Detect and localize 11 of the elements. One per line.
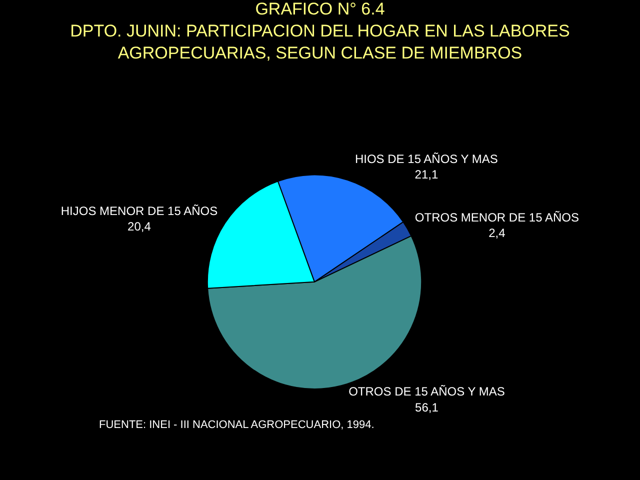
slice-label: OTROS MENOR DE 15 AÑOS	[414, 210, 579, 224]
chart-title: GRAFICO N° 6.4	[255, 0, 385, 18]
source-note: FUENTE: INEI - III NACIONAL AGROPECUARIO, 1994.	[99, 419, 374, 431]
data-label: 56,1	[415, 400, 439, 414]
data-label: 2,4	[488, 226, 506, 240]
slice-label: OTROS DE 15 AÑOS Y MAS	[348, 384, 505, 399]
slice-label: HIJOS MENOR DE 15 AÑOS	[60, 204, 218, 218]
chart-subtitle: DPTO. JUNIN: PARTICIPACION DEL HOGAR EN LAS LABORES AGROPECUARIAS, SEGUN CLASE DE MIEMBROS	[70, 22, 570, 63]
data-label: 21,1	[414, 167, 438, 182]
slice-label: HIOS DE 15 AÑOS Y MAS	[354, 152, 498, 166]
data-label: 20,4	[128, 219, 152, 234]
